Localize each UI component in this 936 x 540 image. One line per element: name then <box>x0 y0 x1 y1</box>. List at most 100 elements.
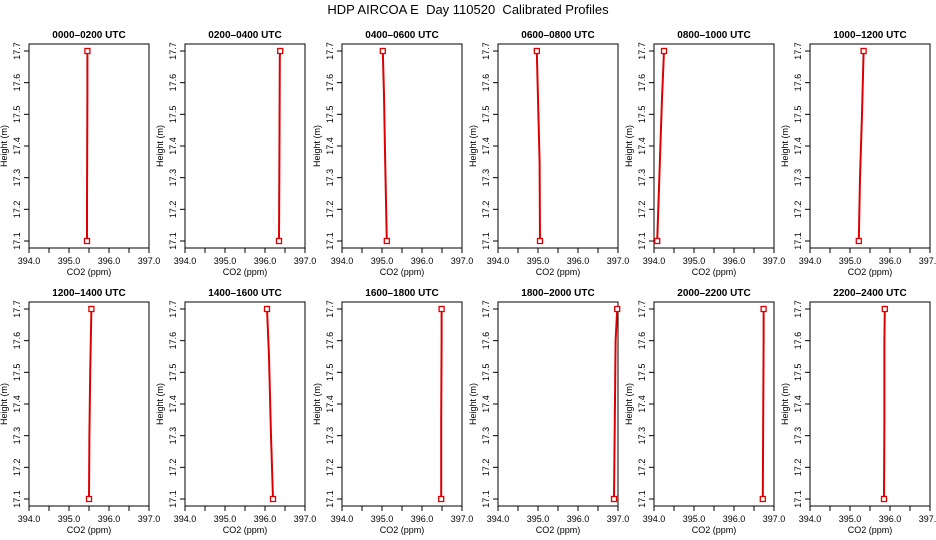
y-tick-label: 17.3 <box>793 169 803 187</box>
endpoint-marker <box>85 495 93 503</box>
x-tick-label: 397.0 <box>607 514 630 524</box>
y-tick-label: 17.6 <box>325 332 335 350</box>
figure-title: HDP AIRCOA E Day 110520 Calibrated Profi… <box>327 2 609 17</box>
x-tick-label: 394.0 <box>331 514 354 524</box>
profile-line <box>278 50 282 242</box>
y-tick-label: 17.7 <box>637 300 647 318</box>
panel-2: 0200–0400 UTC 394.0 395.0 396.0 397.0 CO2 (pp… <box>155 30 316 277</box>
y-tick-label: 17.4 <box>325 395 335 413</box>
x-tick-label: 396.0 <box>98 256 121 266</box>
endpoint-marker <box>855 237 862 245</box>
x-tick-label: 397.0 <box>763 256 786 266</box>
y-tick-label: 17.1 <box>637 232 647 250</box>
y-tick-label: 17.4 <box>481 395 491 413</box>
y-tick-label: 17.7 <box>481 300 491 318</box>
plot-frame <box>497 301 619 507</box>
x-tick-label: 396.0 <box>254 256 277 266</box>
x-tick-label: 397.0 <box>451 514 474 524</box>
panel-1: 0000–0200 UTC 394.0 395.0 396.0 397.0 CO2 (pp… <box>0 30 160 277</box>
y-tick-label: 17.6 <box>793 74 803 92</box>
x-tick-label: 395.0 <box>683 514 706 524</box>
panel-10: 1800–2000 UTC 394.0 395.0 396.0 397.0 CO2 (pp… <box>468 288 629 535</box>
panel-title: 1800–2000 UTC <box>521 288 594 299</box>
x-tick-label: 395.0 <box>371 256 394 266</box>
panel-8: 1400–1600 UTC 394.0 395.0 396.0 397.0 CO2 (pp… <box>155 288 316 535</box>
y-tick-label: 17.5 <box>793 364 803 382</box>
x-tick-label: 396.0 <box>98 514 121 524</box>
y-tick-label: 17.7 <box>325 300 335 318</box>
y-axis-label: Height (m) <box>0 125 9 167</box>
y-tick-label: 17.7 <box>12 42 22 60</box>
y-tick-label: 17.4 <box>12 137 22 155</box>
x-axis-label: CO2 (ppm) <box>536 525 581 535</box>
profile-line <box>266 308 274 500</box>
profile-line <box>535 50 541 242</box>
y-tick-label: 17.3 <box>481 427 491 445</box>
panel-4: 0600–0800 UTC 394.0 395.0 396.0 397.0 CO2 (pp… <box>468 30 629 277</box>
endpoint-marker <box>533 47 540 55</box>
endpoint-marker <box>860 47 867 55</box>
y-tick-label: 17.1 <box>481 232 491 250</box>
y-tick-label: 17.4 <box>637 137 647 155</box>
panel-7: 1200–1400 UTC 394.0 395.0 396.0 397.0 CO2 (pp… <box>0 288 160 535</box>
y-axis-label: Height (m) <box>780 125 790 167</box>
panel-title: 1400–1600 UTC <box>208 288 281 299</box>
x-tick-label: 395.0 <box>371 514 394 524</box>
x-tick-label: 396.0 <box>723 514 746 524</box>
x-tick-label: 396.0 <box>254 514 277 524</box>
x-tick-label: 395.0 <box>214 514 237 524</box>
x-axis-label: CO2 (ppm) <box>848 267 893 277</box>
x-tick-label: 394.0 <box>643 256 666 266</box>
y-tick-label: 17.3 <box>637 427 647 445</box>
x-tick-label: 395.0 <box>839 256 862 266</box>
y-axis-label: Height (m) <box>468 383 478 425</box>
x-tick-label: 394.0 <box>18 256 41 266</box>
y-tick-label: 17.6 <box>637 74 647 92</box>
x-axis-label: CO2 (ppm) <box>223 525 268 535</box>
y-tick-label: 17.5 <box>168 364 178 382</box>
y-tick-label: 17.5 <box>325 364 335 382</box>
y-tick-label: 17.2 <box>637 201 647 219</box>
y-tick-label: 17.1 <box>793 232 803 250</box>
x-tick-label: 396.0 <box>879 514 902 524</box>
y-tick-label: 17.6 <box>481 74 491 92</box>
x-tick-label: 397.0 <box>294 514 317 524</box>
endpoint-marker <box>83 237 91 245</box>
plot-frame <box>341 43 463 249</box>
x-axis-label: CO2 (ppm) <box>67 267 112 277</box>
endpoint-marker <box>760 305 767 313</box>
y-axis-label: Height (m) <box>624 383 634 425</box>
y-axis-label: Height (m) <box>312 125 322 167</box>
x-tick-label: 395.0 <box>683 256 706 266</box>
y-tick-label: 17.5 <box>793 106 803 124</box>
y-tick-label: 17.1 <box>12 232 22 250</box>
x-tick-label: 395.0 <box>214 256 237 266</box>
panel-6: 1000–1200 UTC 394.0 395.0 396.0 397.0 CO2 (pp… <box>780 30 936 277</box>
x-tick-label: 394.0 <box>18 514 41 524</box>
x-axis-label: CO2 (ppm) <box>380 267 425 277</box>
x-axis-label: CO2 (ppm) <box>67 525 112 535</box>
y-tick-label: 17.3 <box>637 169 647 187</box>
endpoint-marker <box>438 305 445 313</box>
profile-line <box>857 50 865 242</box>
x-tick-label: 396.0 <box>411 256 434 266</box>
y-tick-label: 17.7 <box>481 42 491 60</box>
profile-line <box>656 50 665 242</box>
y-tick-label: 17.5 <box>637 364 647 382</box>
x-tick-label: 397.0 <box>607 256 630 266</box>
endpoint-marker <box>379 47 386 55</box>
y-tick-label: 17.3 <box>481 169 491 187</box>
x-tick-label: 395.0 <box>527 514 550 524</box>
y-tick-label: 17.3 <box>12 169 22 187</box>
panel-title: 0200–0400 UTC <box>208 30 281 41</box>
y-tick-label: 17.3 <box>325 169 335 187</box>
y-tick-label: 17.2 <box>637 459 647 477</box>
endpoint-marker <box>263 305 271 313</box>
y-tick-label: 17.3 <box>325 427 335 445</box>
y-tick-label: 17.6 <box>168 74 178 92</box>
x-axis-label: CO2 (ppm) <box>536 267 581 277</box>
x-tick-label: 394.0 <box>487 256 510 266</box>
endpoint-marker <box>536 237 544 245</box>
x-tick-label: 394.0 <box>174 514 197 524</box>
y-tick-label: 17.2 <box>168 201 178 219</box>
